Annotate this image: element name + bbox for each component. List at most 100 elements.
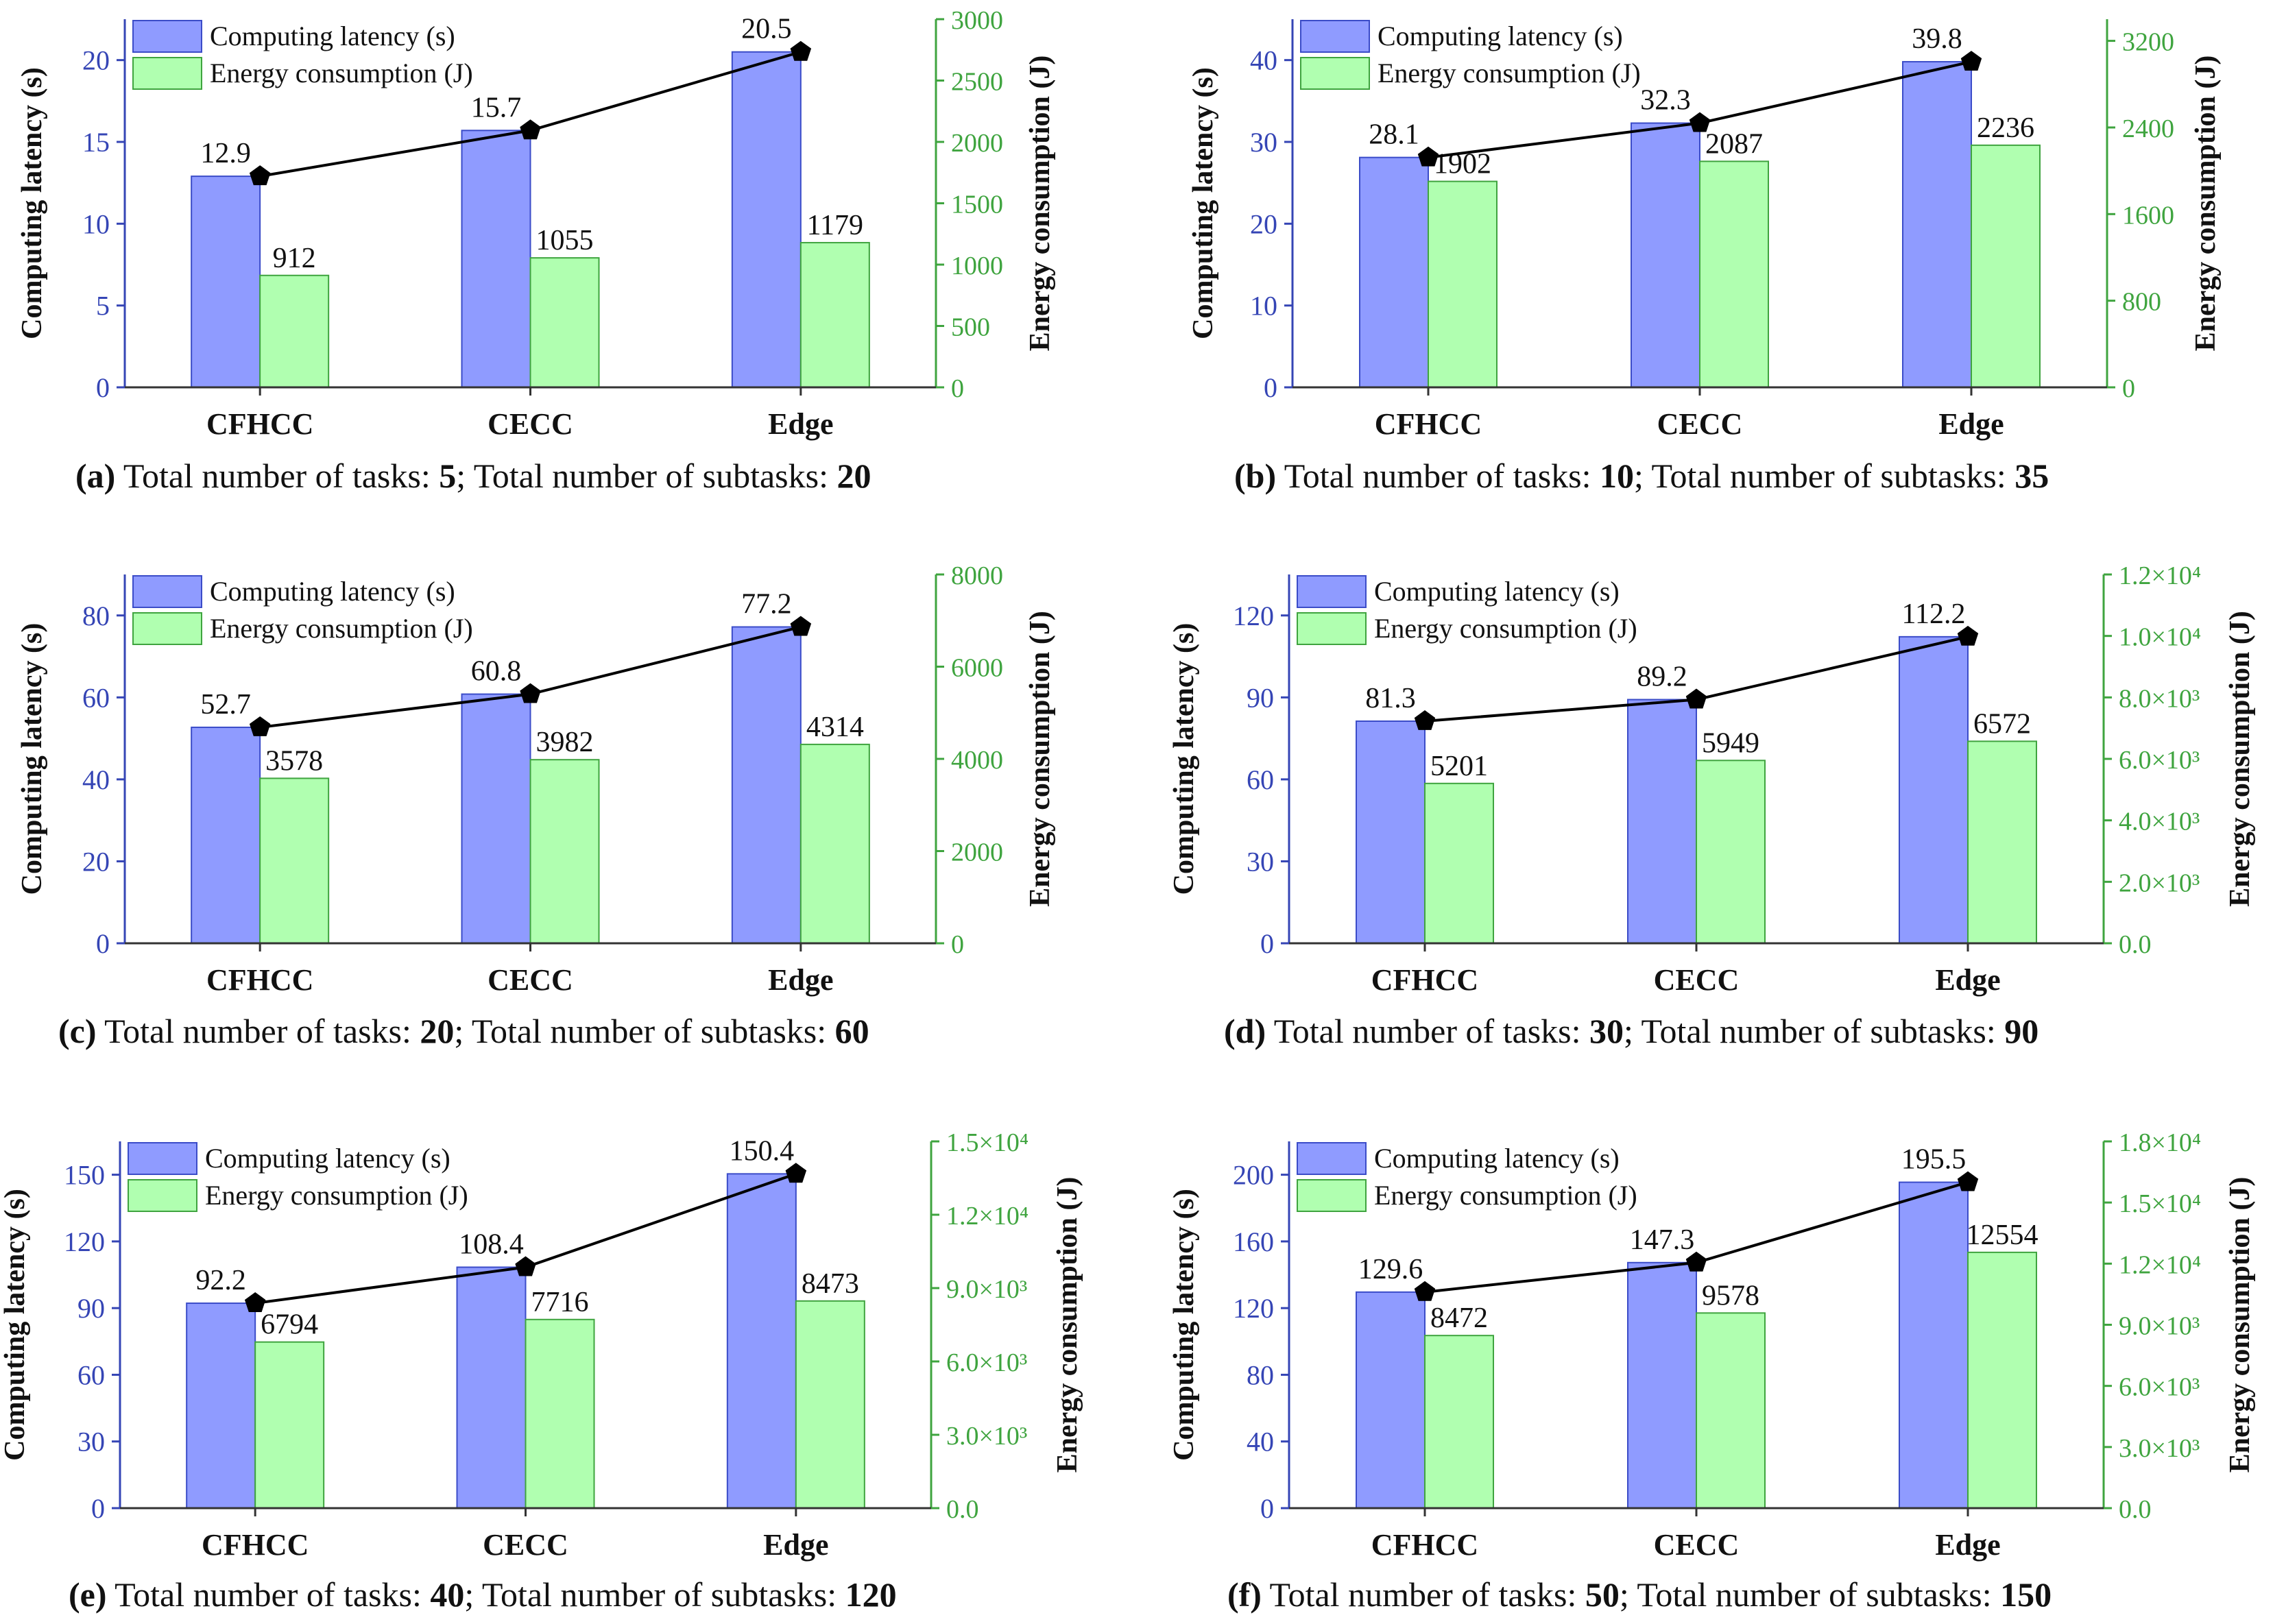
right-y-axis-title: Energy consumption (J) <box>1052 1177 1083 1473</box>
right-y-tick-label: 6.0×10³ <box>946 1348 1027 1377</box>
energy-data-label: 1055 <box>536 225 594 256</box>
latency-bar <box>186 1302 256 1509</box>
caption-d: (d) Total number of tasks: 30; Total num… <box>1224 1011 2039 1051</box>
left-y-tick-label: 60 <box>82 682 110 713</box>
caption-b: (b) Total number of tasks: 10; Total num… <box>1234 456 2049 496</box>
latency-marker <box>244 1292 266 1312</box>
energy-data-label: 2087 <box>1705 128 1763 160</box>
caption-number: 50 <box>1585 1575 1620 1614</box>
legend-label-latency: Computing latency (s) <box>1378 21 1623 51</box>
caption-label: (d) <box>1224 1012 1266 1050</box>
caption-text: ; Total number of subtasks: <box>1624 1012 2005 1050</box>
x-tick-label: CFHCC <box>206 407 313 441</box>
right-y-tick-label: 1.5×10⁴ <box>2119 1189 2201 1218</box>
caption-text: ; Total number of subtasks: <box>454 1012 835 1050</box>
latency-marker <box>515 1256 536 1276</box>
right-y-axis-title: Energy consumption (J) <box>2224 611 2256 907</box>
left-y-tick-label: 30 <box>1250 127 1277 158</box>
latency-data-label: 129.6 <box>1358 1254 1423 1285</box>
legend-swatch-energy <box>1297 1179 1367 1212</box>
energy-bar <box>1967 740 2037 944</box>
caption-text: Total number of tasks: <box>115 457 440 495</box>
latency-bar <box>1899 635 1969 945</box>
left-y-tick-label: 120 <box>64 1226 105 1257</box>
right-y-tick-label: 1.2×10⁴ <box>946 1202 1029 1231</box>
energy-data-label: 3578 <box>265 745 323 777</box>
left-y-axis-title: Computing latency (s) <box>1168 623 1200 895</box>
right-y-tick-label: 4.0×10³ <box>2119 808 2200 836</box>
right-y-tick-label: 3000 <box>951 6 1003 35</box>
left-y-axis-title: Computing latency (s) <box>0 1189 31 1461</box>
energy-bar <box>259 777 330 945</box>
legend-swatch-latency <box>1300 20 1370 53</box>
latency-data-label: 15.7 <box>471 92 522 123</box>
x-tick-label: CECC <box>1657 407 1743 441</box>
caption-number: 30 <box>1589 1012 1624 1050</box>
left-y-tick-label: 160 <box>1233 1226 1274 1257</box>
right-y-tick-label: 0.0 <box>2119 930 2152 959</box>
right-y-tick-label: 3200 <box>2122 28 2174 57</box>
latency-bar <box>1631 122 1700 388</box>
left-y-tick-label: 10 <box>1250 291 1277 322</box>
legend-label-latency: Computing latency (s) <box>210 576 455 607</box>
latency-marker <box>1685 1251 1707 1272</box>
right-y-tick-label: 9.0×10³ <box>946 1275 1027 1304</box>
left-y-tick-label: 20 <box>1250 208 1277 239</box>
right-y-tick-label: 6.0×10³ <box>2119 746 2200 775</box>
right-y-tick-label: 1.2×10⁴ <box>2119 561 2201 590</box>
left-y-axis-title: Computing latency (s) <box>1168 1189 1200 1461</box>
right-y-tick-label: 1.8×10⁴ <box>2119 1128 2201 1157</box>
left-y-tick-label: 0 <box>96 928 110 959</box>
caption-number: 60 <box>834 1012 869 1050</box>
right-y-tick-label: 1.2×10⁴ <box>2119 1250 2201 1279</box>
left-y-tick-label: 200 <box>1233 1160 1274 1191</box>
energy-bar <box>259 274 330 389</box>
caption-number: 120 <box>845 1575 897 1614</box>
left-y-tick-label: 60 <box>1247 764 1274 795</box>
energy-bar <box>529 759 600 944</box>
energy-data-label: 4314 <box>806 712 864 743</box>
left-y-tick-label: 60 <box>77 1359 105 1390</box>
caption-label: (c) <box>58 1012 97 1050</box>
left-y-tick-label: 0 <box>1260 1493 1274 1524</box>
x-tick-label: CECC <box>1654 1528 1740 1562</box>
latency-marker <box>790 40 812 61</box>
left-y-tick-label: 40 <box>82 764 110 795</box>
left-y-axis-title: Computing latency (s) <box>1188 67 1219 339</box>
latency-data-label: 32.3 <box>1640 85 1691 117</box>
energy-data-label: 9578 <box>1702 1280 1759 1311</box>
caption-number: 10 <box>1600 457 1635 495</box>
caption-text: Total number of tasks: <box>1276 457 1600 495</box>
caption-text: ; Total number of subtasks: <box>456 457 837 495</box>
latency-data-label: 108.4 <box>459 1229 524 1261</box>
left-y-tick-label: 120 <box>1233 601 1274 631</box>
right-y-tick-label: 2400 <box>2122 114 2174 143</box>
legend-label-energy: Energy consumption (J) <box>1374 613 1637 644</box>
latency-marker <box>1685 688 1707 709</box>
latency-data-label: 89.2 <box>1637 662 1687 693</box>
energy-data-label: 912 <box>273 243 316 274</box>
latency-marker <box>249 716 271 736</box>
right-y-tick-label: 2000 <box>951 129 1003 158</box>
energy-bar <box>795 1300 865 1510</box>
left-y-tick-label: 0 <box>91 1493 105 1524</box>
x-tick-label: CECC <box>483 1528 568 1562</box>
left-y-tick-label: 120 <box>1233 1293 1274 1324</box>
latency-marker <box>520 119 541 140</box>
caption-text: ; Total number of subtasks: <box>464 1575 845 1614</box>
energy-bar <box>1424 782 1494 944</box>
left-y-tick-label: 10 <box>82 208 110 239</box>
energy-data-label: 5201 <box>1430 751 1488 782</box>
energy-bar <box>1428 180 1498 388</box>
legend-swatch-latency <box>132 20 202 53</box>
energy-data-label: 2236 <box>1977 112 2034 144</box>
left-y-tick-label: 20 <box>82 846 110 877</box>
left-y-tick-label: 90 <box>77 1293 105 1324</box>
legend-swatch-energy <box>1297 612 1367 645</box>
legend-swatch-latency <box>1297 1142 1367 1175</box>
x-tick-label: Edge <box>1935 963 2000 997</box>
left-y-tick-label: 20 <box>82 45 110 76</box>
left-y-axis-title: Computing latency (s) <box>16 67 48 339</box>
